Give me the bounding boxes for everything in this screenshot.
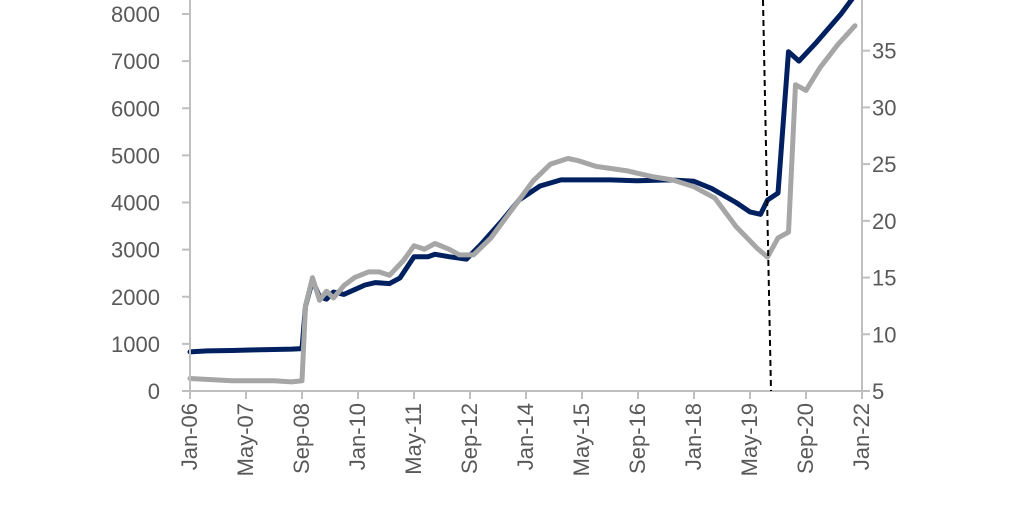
y-left-tick-label: 4000	[111, 191, 160, 216]
plot-area	[187, 0, 858, 385]
vertical-marker-line	[762, 0, 772, 392]
y-left-tick-label: 8000	[111, 2, 160, 27]
y-left-tick-label: 0	[148, 379, 160, 404]
x-tick-label: May-19	[737, 403, 762, 476]
y-left-tick-label: 2000	[111, 285, 160, 310]
x-tick-label: Sep-08	[289, 403, 314, 474]
y-left-tick-label: 3000	[111, 238, 160, 263]
x-tick-label: Jan-14	[513, 403, 538, 470]
series-line-1	[187, 0, 855, 355]
x-tick-label: Jan-22	[849, 403, 874, 470]
y-right-tick-label: 20	[872, 209, 896, 234]
y-left-tick-label: 1000	[111, 332, 160, 357]
y-left-tick-label: 7000	[111, 49, 160, 74]
y-left-tick-label: 6000	[111, 96, 160, 121]
x-tick-label: Jan-10	[345, 403, 370, 470]
x-tick-label: Jan-06	[177, 403, 202, 470]
x-tick-label: Jan-18	[681, 403, 706, 470]
y-right-tick-label: 10	[872, 322, 896, 347]
y-right-tick-label: 5	[872, 379, 884, 404]
y-right-tick-label: 25	[872, 152, 896, 177]
x-tick-label: May-07	[233, 403, 258, 476]
series-line-2	[187, 23, 858, 385]
x-tick-label: Sep-16	[625, 403, 650, 474]
y-right-tick-label: 30	[872, 95, 896, 120]
x-tick-label: Sep-12	[457, 403, 482, 474]
x-tick-label: May-15	[569, 403, 594, 476]
x-tick-label: May-11	[401, 403, 426, 475]
y-right-tick-label: 35	[872, 39, 896, 64]
y-right-tick-label: 15	[872, 266, 896, 291]
x-tick-label: Sep-20	[793, 403, 818, 474]
y-left-tick-label: 5000	[111, 143, 160, 168]
